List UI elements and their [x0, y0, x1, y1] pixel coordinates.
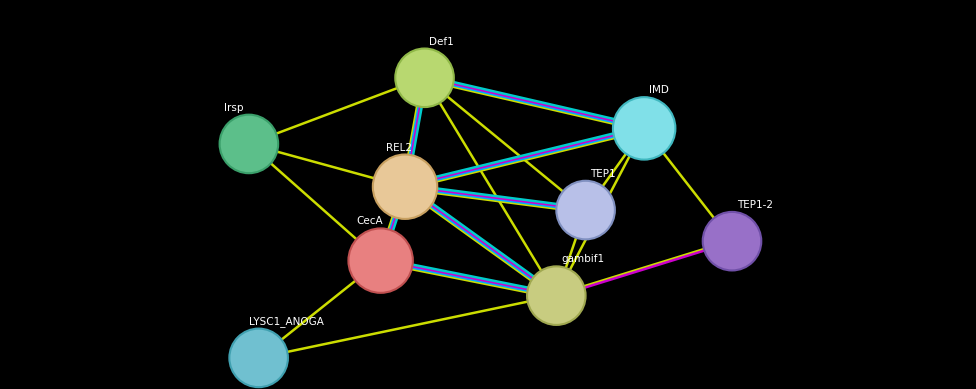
Text: LYSC1_ANOGA: LYSC1_ANOGA — [249, 316, 324, 327]
Ellipse shape — [395, 49, 454, 107]
Text: TEP1-2: TEP1-2 — [737, 200, 773, 210]
Ellipse shape — [220, 115, 278, 173]
Ellipse shape — [613, 97, 675, 159]
Ellipse shape — [348, 228, 413, 293]
Text: REL2: REL2 — [386, 142, 412, 152]
Ellipse shape — [703, 212, 761, 270]
Text: TEP1: TEP1 — [590, 169, 616, 179]
Ellipse shape — [556, 181, 615, 239]
Ellipse shape — [527, 266, 586, 325]
Ellipse shape — [373, 154, 437, 219]
Text: gambif1: gambif1 — [561, 254, 604, 265]
Text: Def1: Def1 — [429, 37, 454, 47]
Ellipse shape — [229, 329, 288, 387]
Text: CecA: CecA — [356, 216, 383, 226]
Text: Irsp: Irsp — [224, 103, 244, 113]
Text: IMD: IMD — [649, 85, 669, 95]
